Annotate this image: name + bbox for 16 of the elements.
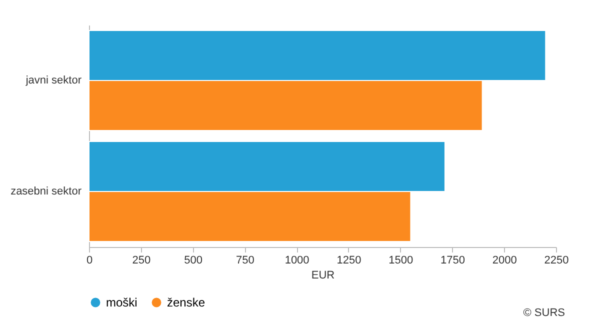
x-tick-label: 2250 xyxy=(544,254,569,266)
x-tick-label: 2000 xyxy=(492,254,517,266)
x-tick-label: 750 xyxy=(236,254,254,266)
x-axis-title: EUR xyxy=(311,270,335,282)
y-tick-label: zasebni sektor xyxy=(10,186,82,198)
x-tick-label: 1750 xyxy=(440,254,465,266)
x-tick-label: 250 xyxy=(132,254,151,266)
legend-label: moški xyxy=(106,296,138,310)
x-tick-label: 1250 xyxy=(336,254,362,266)
x-tick-label: 1500 xyxy=(388,254,414,266)
x-tick-label: 0 xyxy=(86,254,93,266)
x-tick-label: 1000 xyxy=(284,254,310,266)
legend-label: ženske xyxy=(167,296,206,310)
text: © SURS xyxy=(523,307,565,319)
y-tick-label: javni sektor xyxy=(24,74,82,86)
x-tick-label: 500 xyxy=(184,254,202,266)
